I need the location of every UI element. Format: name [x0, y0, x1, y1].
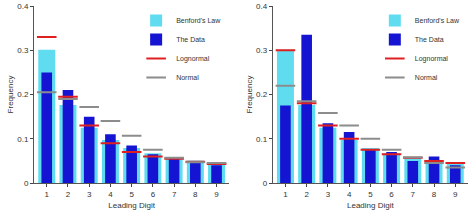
svg-text:Frequency: Frequency	[6, 76, 15, 114]
svg-text:4: 4	[347, 190, 352, 199]
svg-text:7: 7	[411, 190, 416, 199]
svg-text:Leading Digit: Leading Digit	[108, 201, 155, 210]
svg-text:Normal: Normal	[415, 74, 438, 81]
svg-text:1: 1	[283, 190, 288, 199]
svg-text:0.2: 0.2	[256, 90, 268, 99]
svg-text:5: 5	[129, 190, 134, 199]
svg-text:2: 2	[304, 190, 309, 199]
svg-text:0.4: 0.4	[256, 2, 268, 11]
svg-text:Lognormal: Lognormal	[415, 55, 449, 63]
svg-text:6: 6	[151, 190, 156, 199]
svg-text:8: 8	[193, 190, 198, 199]
svg-text:0: 0	[263, 179, 268, 188]
svg-text:3: 3	[326, 190, 331, 199]
svg-text:The Data: The Data	[415, 36, 444, 43]
svg-text:4: 4	[108, 190, 113, 199]
svg-text:Leading Digit: Leading Digit	[347, 201, 394, 210]
svg-text:Benford's Law: Benford's Law	[415, 17, 460, 24]
svg-text:9: 9	[453, 190, 458, 199]
svg-text:0.3: 0.3	[17, 46, 29, 55]
svg-text:2: 2	[66, 190, 71, 199]
svg-text:8: 8	[432, 190, 437, 199]
svg-text:0: 0	[24, 179, 29, 188]
svg-text:1: 1	[45, 190, 50, 199]
svg-text:6: 6	[389, 190, 394, 199]
svg-text:0.2: 0.2	[17, 90, 29, 99]
svg-text:Frequency: Frequency	[245, 76, 254, 114]
svg-text:3: 3	[87, 190, 92, 199]
svg-text:Benford's Law: Benford's Law	[176, 17, 221, 24]
svg-text:Normal: Normal	[176, 74, 199, 81]
svg-text:9: 9	[214, 190, 219, 199]
svg-text:Lognormal: Lognormal	[176, 55, 210, 63]
svg-text:The Data: The Data	[176, 36, 205, 43]
svg-text:0.3: 0.3	[256, 46, 268, 55]
svg-text:0.1: 0.1	[256, 135, 268, 144]
svg-text:0.4: 0.4	[17, 2, 29, 11]
svg-text:7: 7	[172, 190, 177, 199]
svg-text:5: 5	[368, 190, 373, 199]
svg-text:0.1: 0.1	[17, 135, 29, 144]
